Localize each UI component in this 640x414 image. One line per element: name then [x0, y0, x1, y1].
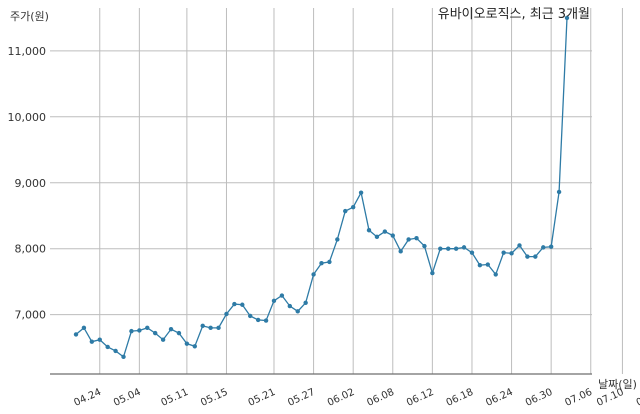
data-point [255, 317, 261, 323]
data-point [208, 325, 213, 331]
data-point [548, 244, 554, 249]
data-point [350, 204, 356, 210]
data-point [327, 259, 332, 265]
data-point [453, 246, 459, 251]
x-tick-label: 06.18 [445, 387, 476, 409]
data-point [406, 237, 411, 242]
data-point [382, 229, 388, 234]
data-point [485, 262, 491, 267]
data-point [279, 293, 285, 298]
data-point [121, 354, 126, 360]
data-point [224, 311, 229, 317]
data-point [168, 326, 174, 332]
y-tick-label: 8,000 [15, 243, 47, 256]
series-line [75, 17, 568, 358]
label-layer: 유바이오로직스, 최근 3개월 주가(원) 날짜(일) [10, 7, 637, 391]
data-point [216, 325, 221, 331]
data-point [533, 254, 538, 259]
data-point [113, 348, 118, 354]
data-point [430, 270, 435, 276]
data-point [374, 234, 380, 240]
x-tick-label: 06.02 [326, 387, 357, 409]
point-layer [73, 15, 570, 360]
chart-title: 유바이오로직스, 최근 3개월 [438, 7, 590, 22]
data-point [335, 237, 340, 242]
data-point [517, 243, 522, 248]
data-point [160, 337, 166, 342]
data-point [469, 250, 475, 255]
x-tick-label: 05.04 [112, 387, 143, 409]
x-tick-label: 05.27 [286, 387, 317, 409]
series-layer [75, 17, 568, 358]
data-point [192, 344, 197, 349]
x-tick-label: 06.08 [365, 387, 396, 409]
data-point [509, 251, 514, 256]
data-point [501, 250, 506, 255]
x-axis-label: 날짜(일) [598, 377, 637, 391]
data-point [438, 246, 443, 251]
data-point [295, 309, 300, 314]
data-point [366, 228, 372, 233]
grid-layer [50, 8, 623, 374]
data-point [232, 301, 237, 307]
data-point [414, 235, 419, 241]
data-point [390, 233, 395, 238]
data-point [525, 254, 530, 259]
y-tick-label: 9,000 [15, 177, 47, 190]
y-tick-label: 11,000 [8, 45, 47, 58]
y-tick-label: 10,000 [8, 111, 47, 124]
data-point [461, 245, 467, 250]
data-point [319, 261, 324, 266]
data-point [493, 272, 498, 277]
data-point [145, 325, 150, 331]
data-point [422, 243, 427, 249]
x-tick-label: 07.16 [635, 387, 640, 409]
data-point [248, 313, 253, 319]
data-point [81, 325, 87, 331]
x-tick-label: 06.30 [524, 387, 555, 409]
y-axis-label: 주가(원) [10, 10, 49, 23]
x-tick-label: 06.24 [484, 387, 515, 409]
data-point [200, 323, 205, 329]
data-point [105, 344, 110, 350]
data-point [311, 272, 316, 277]
data-point [343, 208, 348, 214]
data-point [73, 332, 79, 337]
data-point [564, 15, 570, 21]
data-point [240, 302, 245, 307]
data-point [303, 300, 308, 305]
data-point [446, 246, 451, 251]
data-point [129, 328, 134, 334]
x-tick-label: 05.15 [199, 387, 230, 409]
data-point [287, 303, 293, 309]
data-point [398, 249, 403, 254]
x-tick-label: 05.11 [160, 387, 191, 409]
data-point [263, 318, 269, 323]
data-point [556, 189, 562, 195]
data-point [176, 330, 182, 336]
data-point [477, 262, 483, 268]
y-tick-label: 7,000 [15, 309, 47, 322]
data-point [152, 330, 158, 336]
data-point [358, 190, 364, 195]
data-point [184, 341, 190, 346]
x-tick-label: 07.06 [563, 387, 594, 409]
x-tick-label: 06.12 [405, 387, 436, 409]
x-tick-label: 04.24 [72, 387, 103, 409]
data-point [541, 245, 546, 250]
data-point [89, 339, 95, 344]
data-point [97, 337, 102, 342]
x-tick-label: 05.21 [247, 387, 278, 409]
axis-layer: 7,000 8,000 9,000 10,000 11,000 04.24 05.04 05.… [8, 45, 640, 409]
data-point [137, 328, 142, 333]
data-point [271, 298, 277, 303]
